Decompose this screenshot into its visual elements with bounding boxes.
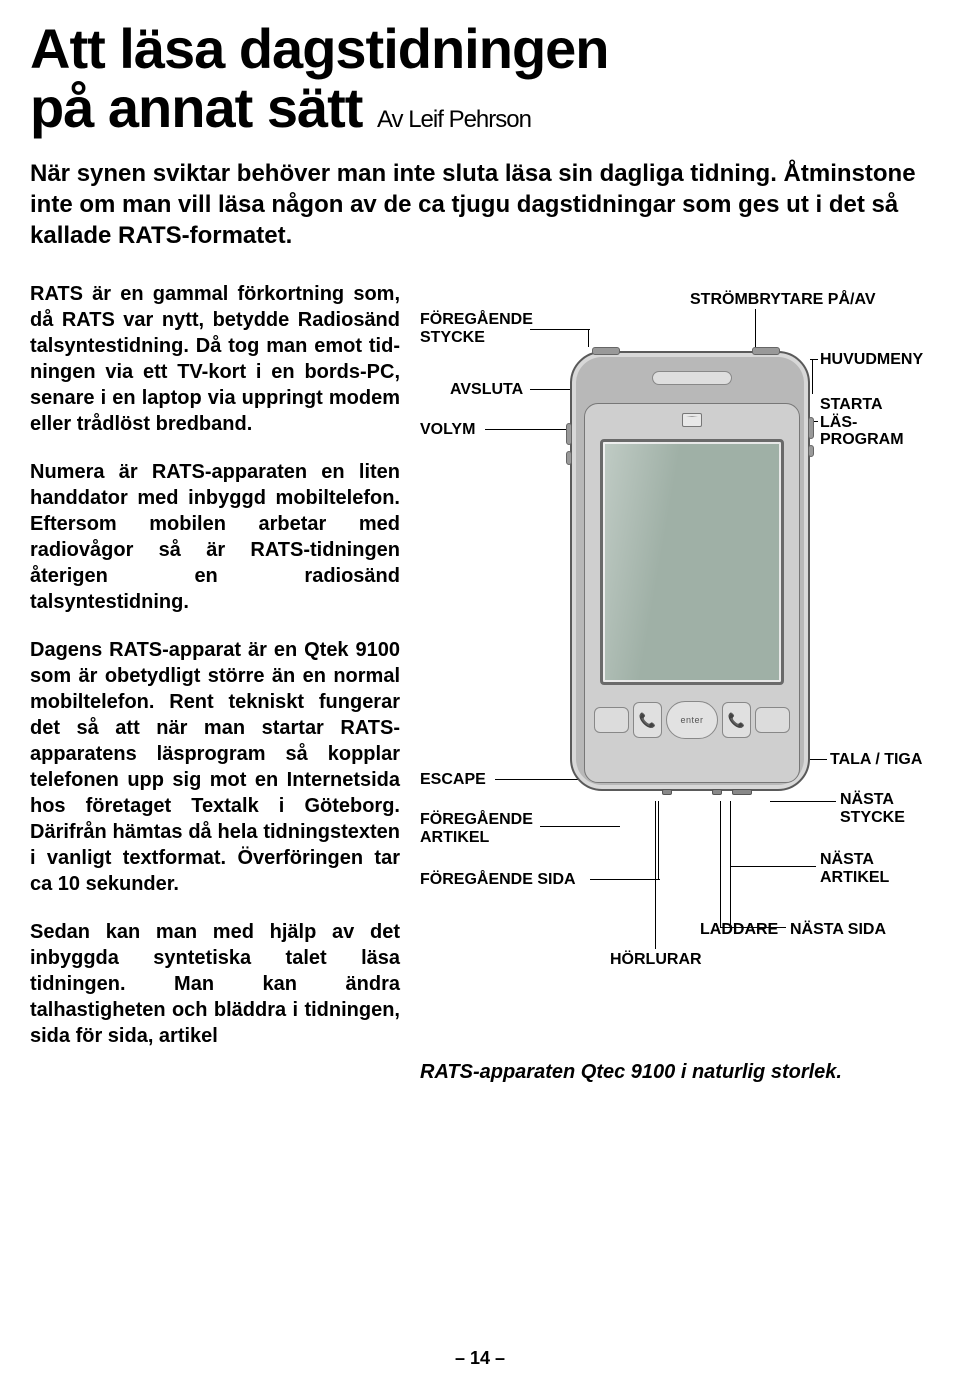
connector-line <box>485 429 567 430</box>
diagram-column: FÖREGÅENDE STYCKE AVSLUTA VOLYM STRÖMBRY… <box>420 281 930 1141</box>
connector-line <box>810 359 818 360</box>
connector-line <box>730 919 731 929</box>
connector-line <box>540 826 620 827</box>
label-nasta-artikel: NÄSTA ARTIKEL <box>820 851 889 886</box>
connector-line <box>590 879 660 880</box>
body-text-column: RATS är en gammal förkort­ning som, då R… <box>30 281 400 1141</box>
device-side-button <box>566 451 572 465</box>
device-bottom-port <box>712 789 722 795</box>
figure-caption: RATS-apparaten Qtec 9100 i naturlig stor… <box>420 1061 930 1084</box>
device-bottom-port <box>662 789 672 795</box>
call-key-right: 📞 <box>722 702 751 738</box>
connector-line <box>588 329 589 347</box>
enter-key: enter <box>666 701 717 739</box>
connector-line <box>720 801 721 927</box>
device-bottom-port <box>732 789 752 795</box>
title-line-1: Att läsa dagstidningen <box>30 17 609 80</box>
label-foregaende-sida: FÖREGÅENDE SIDA <box>420 871 576 889</box>
device-diagram: FÖREGÅENDE STYCKE AVSLUTA VOLYM STRÖMBRY… <box>420 291 930 1141</box>
connector-line <box>755 309 756 347</box>
device-side-button <box>808 445 814 457</box>
page-number: – 14 – <box>0 1348 960 1369</box>
intro-paragraph: När synen sviktar behöver man inte sluta… <box>30 158 930 252</box>
label-strombrytare: STRÖMBRYTARE PÅ/AV <box>690 291 875 309</box>
connector-line <box>812 359 813 394</box>
paragraph: Sedan kan man med hjälp av det inbyggda … <box>30 919 400 1049</box>
message-icon <box>682 413 702 427</box>
device-illustration: 📞 enter 📞 <box>570 351 810 791</box>
title-line-2: på annat sätt <box>30 76 362 139</box>
connector-line <box>730 866 816 867</box>
label-nasta-stycke: NÄSTA STYCKE <box>840 791 905 826</box>
label-horlurar: HÖRLURAR <box>610 951 702 969</box>
paragraph: Numera är RATS-apparaten en liten handda… <box>30 459 400 615</box>
label-tala-tiga: TALA / TIGA <box>830 751 922 769</box>
label-foregaende-artikel: FÖREGÅENDE ARTIKEL <box>420 811 533 846</box>
device-side-button <box>566 423 572 445</box>
connector-line <box>730 801 731 921</box>
byline: Av Leif Pehrson <box>377 106 531 133</box>
label-huvudmeny: HUVUDMENY <box>820 351 923 369</box>
connector-line <box>530 329 590 330</box>
label-starta-lasprogram: STARTA LÄS- PROGRAM <box>820 396 904 449</box>
connector-line <box>658 801 659 879</box>
connector-line <box>655 801 656 949</box>
device-screen <box>600 439 784 685</box>
device-speaker <box>652 371 732 385</box>
device-top-button <box>752 347 780 355</box>
label-escape: ESCAPE <box>420 771 486 789</box>
softkey-right <box>755 707 790 733</box>
label-foregaende-stycke: FÖREGÅENDE STYCKE <box>420 311 533 346</box>
call-key-left: 📞 <box>633 702 662 738</box>
paragraph: Dagens RATS-apparat är en Qtek 9100 som … <box>30 637 400 897</box>
label-avsluta: AVSLUTA <box>450 381 523 399</box>
label-volym: VOLYM <box>420 421 475 439</box>
label-nasta-sida: NÄSTA SIDA <box>790 921 886 939</box>
device-nav-row: 📞 enter 📞 <box>594 699 790 741</box>
label-laddare: LADDARE <box>700 921 778 939</box>
connector-line <box>770 801 836 802</box>
device-side-button <box>808 417 814 439</box>
softkey-left <box>594 707 629 733</box>
article-title: Att läsa dagstidningen på annat sätt Av … <box>30 20 930 138</box>
device-top-button <box>592 347 620 355</box>
paragraph: RATS är en gammal förkort­ning som, då R… <box>30 281 400 437</box>
